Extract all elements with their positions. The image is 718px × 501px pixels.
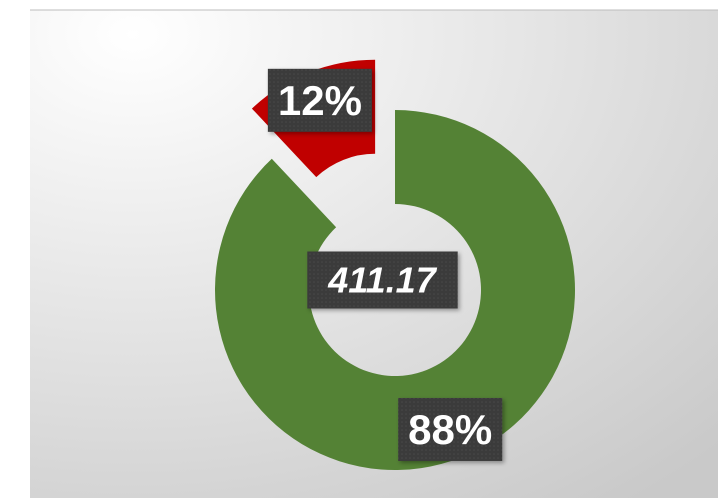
labels: 88% 12% 411.17 [267, 68, 503, 461]
data-label: 12% [278, 77, 362, 124]
label-box [307, 251, 458, 309]
data-label: 88% [408, 406, 492, 453]
label-box [267, 68, 372, 132]
label-box [398, 397, 503, 461]
donut-slice [214, 110, 575, 471]
data-label: 411.17 [327, 260, 437, 301]
